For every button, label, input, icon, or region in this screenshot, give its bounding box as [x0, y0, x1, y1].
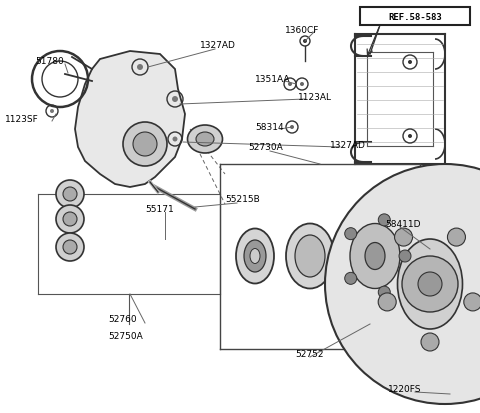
- Ellipse shape: [335, 204, 415, 309]
- Circle shape: [345, 273, 357, 285]
- Text: 1351AA: 1351AA: [255, 75, 290, 84]
- Circle shape: [418, 272, 442, 296]
- Text: REF.58-583: REF.58-583: [388, 12, 442, 21]
- Text: 51780: 51780: [35, 57, 64, 66]
- Ellipse shape: [236, 229, 274, 284]
- Circle shape: [56, 180, 84, 209]
- Text: 1327AD: 1327AD: [200, 41, 236, 50]
- Circle shape: [63, 212, 77, 226]
- Circle shape: [447, 228, 466, 247]
- Circle shape: [399, 250, 411, 262]
- Text: 1123AL: 1123AL: [298, 92, 332, 101]
- Ellipse shape: [250, 249, 260, 264]
- Text: 1220FS: 1220FS: [388, 385, 421, 394]
- Text: 55171: 55171: [145, 205, 174, 214]
- Text: 1123SF: 1123SF: [5, 115, 39, 124]
- Circle shape: [402, 256, 458, 312]
- Circle shape: [123, 123, 167, 166]
- Text: 52760: 52760: [108, 315, 137, 324]
- Ellipse shape: [365, 243, 385, 270]
- Circle shape: [56, 206, 84, 233]
- Circle shape: [378, 287, 390, 299]
- Circle shape: [345, 228, 357, 240]
- Circle shape: [63, 188, 77, 202]
- Circle shape: [288, 83, 292, 87]
- Circle shape: [133, 133, 157, 157]
- Text: 58314: 58314: [255, 123, 284, 132]
- Circle shape: [172, 137, 178, 142]
- Circle shape: [303, 40, 307, 44]
- Circle shape: [395, 228, 412, 247]
- Text: 52752: 52752: [295, 350, 324, 358]
- Circle shape: [56, 233, 84, 261]
- Text: 58411D: 58411D: [385, 220, 420, 229]
- Ellipse shape: [188, 126, 223, 154]
- Bar: [360, 8, 470, 26]
- Ellipse shape: [196, 133, 214, 147]
- Ellipse shape: [286, 224, 334, 289]
- Circle shape: [378, 214, 390, 226]
- Text: 1327AD: 1327AD: [330, 140, 366, 149]
- Circle shape: [408, 135, 412, 139]
- Ellipse shape: [295, 235, 325, 277]
- Circle shape: [300, 83, 304, 87]
- Circle shape: [290, 126, 294, 130]
- Circle shape: [50, 110, 54, 114]
- Circle shape: [325, 165, 480, 404]
- Circle shape: [63, 240, 77, 254]
- Polygon shape: [75, 52, 185, 188]
- Ellipse shape: [397, 240, 463, 329]
- Text: 55215B: 55215B: [225, 195, 260, 204]
- Circle shape: [408, 61, 412, 65]
- Circle shape: [464, 293, 480, 311]
- Circle shape: [378, 293, 396, 311]
- Circle shape: [172, 97, 178, 103]
- Circle shape: [137, 65, 143, 71]
- Text: 52730A: 52730A: [248, 143, 283, 152]
- Text: 1360CF: 1360CF: [285, 26, 319, 34]
- Ellipse shape: [350, 224, 400, 289]
- Text: 52750A: 52750A: [108, 332, 143, 341]
- Circle shape: [421, 333, 439, 351]
- Ellipse shape: [244, 240, 266, 272]
